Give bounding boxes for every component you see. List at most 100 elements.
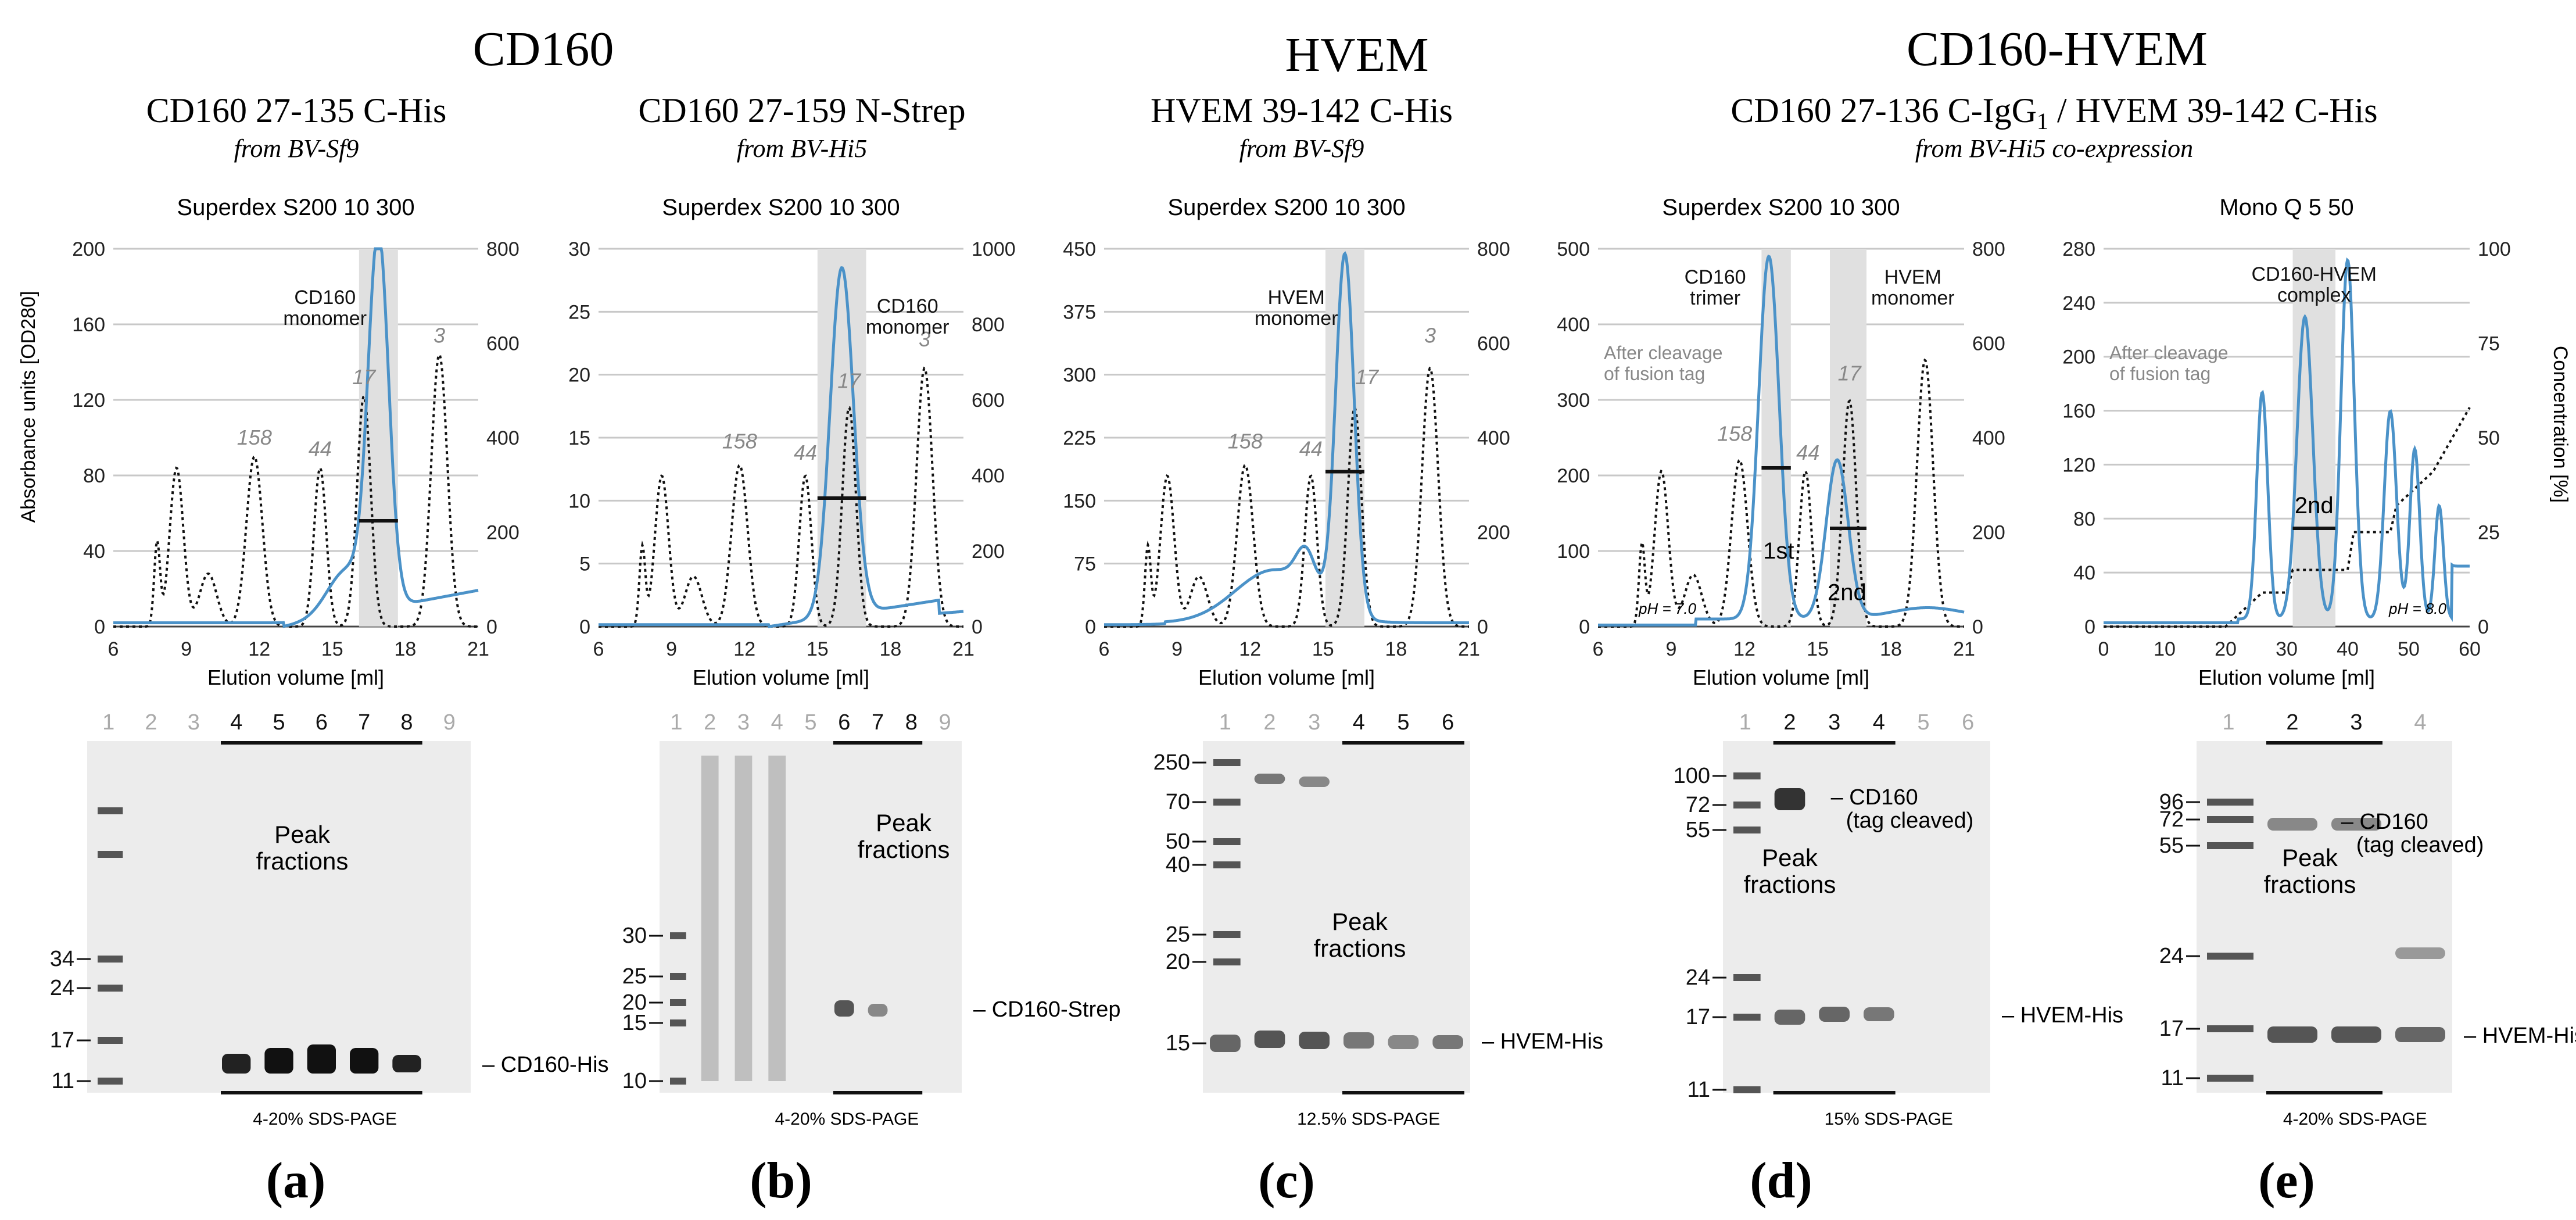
- sample-trace: [1104, 251, 1469, 627]
- y-left-tick: 30: [568, 238, 590, 260]
- ladder-band: [1213, 861, 1241, 868]
- chart-panel-1: Superdex S200 10 300 0 40 80 120 160 200 0 200 40…: [72, 195, 519, 1209]
- ladder-label: 15: [1166, 1031, 1190, 1056]
- lane-number: 6: [1962, 710, 1974, 735]
- x-tick: 15: [1312, 638, 1334, 660]
- lane-number: 6: [1442, 710, 1454, 735]
- protein-band: [222, 1054, 251, 1074]
- band-label: – HVEM-His: [1482, 1029, 1603, 1054]
- lane-number: 7: [358, 710, 370, 735]
- lane-number: 6: [316, 710, 328, 735]
- y-left-tick: 0: [2084, 616, 2095, 638]
- ladder-band: [2207, 1025, 2253, 1032]
- ph-label: pH = 7.0: [1638, 600, 1697, 617]
- y-right-tick: 0: [486, 616, 497, 638]
- x-tick: 10: [2154, 638, 2176, 660]
- ladder-band: [2207, 953, 2253, 960]
- x-tick: 20: [2215, 638, 2237, 660]
- protein-band: [1254, 1031, 1285, 1048]
- ladder-band: [98, 851, 123, 858]
- size-marker: 158: [722, 430, 757, 453]
- title-complex: CD160-HVEM: [1907, 22, 2208, 76]
- panel-label: (a): [266, 1153, 326, 1209]
- fraction-band: [817, 249, 866, 627]
- y-right-tick: 0: [1972, 616, 1983, 638]
- protein-band: [834, 1000, 854, 1017]
- ph-label: pH = 8.0: [2388, 600, 2447, 617]
- y-left-tick: 500: [1557, 238, 1590, 260]
- x-tick: 9: [1171, 638, 1183, 660]
- x-tick: 9: [666, 638, 677, 660]
- band-label: – CD160: [1831, 785, 1918, 810]
- ladder-band: [1733, 1014, 1761, 1021]
- y-left-tick: 20: [568, 364, 590, 387]
- y-right-tick: 800: [486, 238, 520, 260]
- x-tick: 50: [2398, 638, 2420, 660]
- y-left-tick: 450: [1063, 238, 1096, 260]
- size-marker: 44: [309, 437, 332, 461]
- lysate-smear: [768, 756, 786, 1081]
- y-right-tick: 200: [1477, 522, 1510, 544]
- protein-band: [307, 1044, 336, 1074]
- protein-band: [2395, 1027, 2445, 1042]
- x-tick: 0: [2098, 638, 2109, 660]
- y-left-tick: 375: [1063, 301, 1096, 323]
- protein-band: [2331, 1026, 2381, 1043]
- gel-image: [1203, 741, 1470, 1093]
- gel-text: Peak: [2282, 844, 2338, 871]
- ladder-label: 20: [622, 990, 647, 1015]
- column-title: Superdex S200 10 300: [662, 195, 900, 220]
- ladder-label: 25: [1166, 922, 1190, 947]
- title-hvem: HVEM: [1285, 28, 1428, 82]
- ladder-band: [1733, 772, 1761, 779]
- pool-label: 2nd: [2295, 493, 2334, 518]
- size-marker: 44: [1796, 441, 1819, 464]
- size-marker: 17: [837, 369, 862, 393]
- standard-trace: [599, 366, 963, 628]
- peak-label: CD160-HVEM: [2252, 263, 2377, 285]
- lane-number: 4: [2414, 710, 2426, 735]
- x-tick: 6: [1593, 638, 1604, 660]
- protein-band: [350, 1048, 379, 1074]
- lane-number: 9: [939, 710, 951, 735]
- source-b: from BV-Hi5: [737, 134, 867, 163]
- x-tick: 15: [321, 638, 343, 660]
- x-tick: 9: [181, 638, 192, 660]
- x-tick: 15: [1807, 638, 1829, 660]
- size-marker: 158: [1228, 430, 1263, 453]
- y-right-tick: 0: [972, 616, 983, 638]
- x-tick: 9: [1666, 638, 1677, 660]
- lane-number: 4: [1873, 710, 1885, 735]
- y-left-tick: 160: [2062, 400, 2095, 423]
- ladder-label: 72: [1686, 793, 1710, 817]
- y-left-title: Absorbance units [OD280]: [17, 291, 40, 523]
- gel-type: 4-20% SDS-PAGE: [253, 1110, 397, 1129]
- protein-band: [1299, 1032, 1330, 1049]
- x-tick: 18: [879, 638, 901, 660]
- ladder-band: [670, 1019, 686, 1026]
- ladder-label: 100: [1674, 764, 1710, 788]
- protein-band: [1254, 774, 1285, 784]
- size-marker: 44: [794, 441, 817, 464]
- lane-number: 2: [1783, 710, 1796, 735]
- lane-number: 2: [1263, 710, 1276, 735]
- protein-band: [2331, 818, 2381, 831]
- peak-label: complex: [2277, 284, 2351, 306]
- x-tick: 6: [593, 638, 604, 660]
- y-left-tick: 0: [579, 616, 590, 638]
- lane-number: 7: [872, 710, 884, 735]
- lane-number: 5: [1917, 710, 1929, 735]
- y-left-tick: 200: [1557, 465, 1590, 487]
- note-text: of fusion tag: [1604, 363, 1705, 384]
- ladder-label: 15: [622, 1011, 647, 1035]
- protein-band: [1819, 1007, 1850, 1022]
- y-left-tick: 225: [1063, 427, 1096, 449]
- size-marker: 17: [1838, 362, 1862, 385]
- peak-label: CD160: [877, 295, 938, 317]
- source-c: from BV-Sf9: [1239, 134, 1364, 163]
- band-label: – CD160-Strep: [973, 997, 1120, 1022]
- x-tick: 12: [248, 638, 270, 660]
- gel-text: fractions: [1314, 935, 1406, 962]
